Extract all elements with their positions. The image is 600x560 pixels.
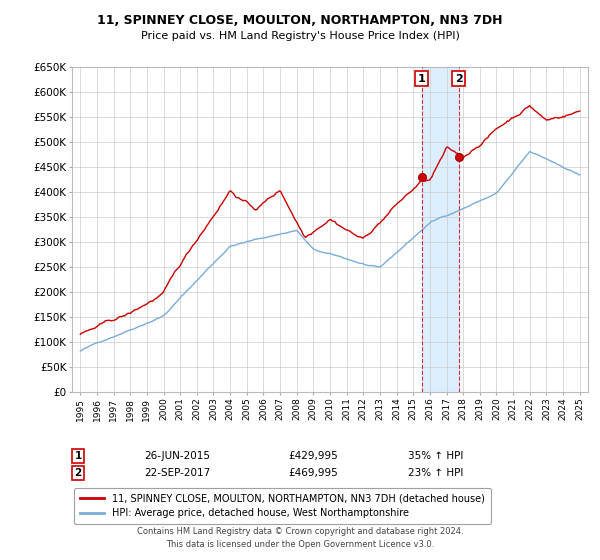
Text: 2: 2 (74, 468, 82, 478)
Legend: 11, SPINNEY CLOSE, MOULTON, NORTHAMPTON, NN3 7DH (detached house), HPI: Average : 11, SPINNEY CLOSE, MOULTON, NORTHAMPTON,… (74, 488, 491, 524)
Text: 11, SPINNEY CLOSE, MOULTON, NORTHAMPTON, NN3 7DH: 11, SPINNEY CLOSE, MOULTON, NORTHAMPTON,… (97, 14, 503, 27)
Text: Contains HM Land Registry data © Crown copyright and database right 2024.
This d: Contains HM Land Registry data © Crown c… (137, 528, 463, 549)
Text: 1: 1 (74, 451, 82, 461)
Text: 1: 1 (418, 74, 425, 83)
Text: 22-SEP-2017: 22-SEP-2017 (144, 468, 210, 478)
Text: 35% ↑ HPI: 35% ↑ HPI (408, 451, 463, 461)
Text: Price paid vs. HM Land Registry's House Price Index (HPI): Price paid vs. HM Land Registry's House … (140, 31, 460, 41)
Text: £469,995: £469,995 (288, 468, 338, 478)
Text: £429,995: £429,995 (288, 451, 338, 461)
Text: 26-JUN-2015: 26-JUN-2015 (144, 451, 210, 461)
Text: 23% ↑ HPI: 23% ↑ HPI (408, 468, 463, 478)
Text: 2: 2 (455, 74, 463, 83)
Bar (422, 67, 458, 392)
